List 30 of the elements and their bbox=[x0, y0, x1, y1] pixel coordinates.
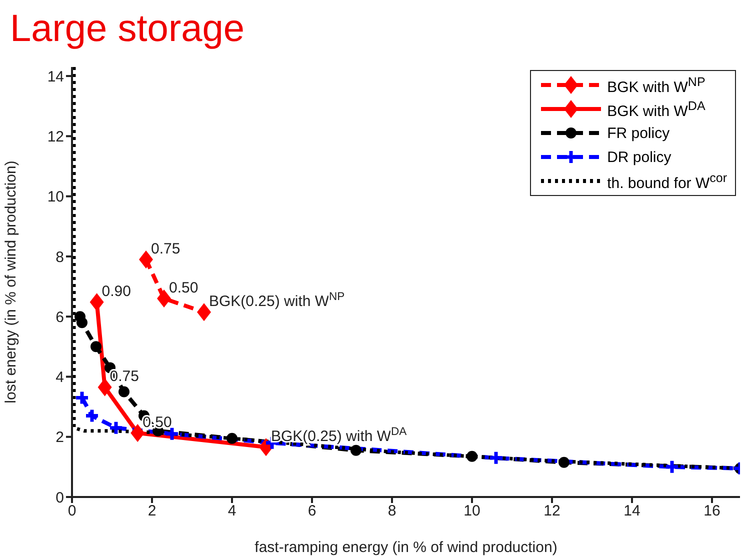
y-tick-label: 12 bbox=[47, 128, 64, 146]
legend-label: DR policy bbox=[607, 148, 672, 166]
x-tick-label: 12 bbox=[544, 502, 560, 520]
y-tick-label: 8 bbox=[56, 248, 64, 266]
x-tick-label: 8 bbox=[388, 502, 396, 520]
x-tick-label: 10 bbox=[464, 502, 480, 520]
annotation: 0.50 bbox=[169, 280, 198, 297]
y-tick-label: 4 bbox=[56, 369, 64, 386]
annotation: 0.90 bbox=[102, 283, 132, 300]
y-tick-label: 2 bbox=[56, 429, 64, 446]
legend-label: BGK with W$^{NP}$ bbox=[607, 74, 706, 96]
x-tick-label: 2 bbox=[148, 502, 156, 520]
chart-title: Large storage bbox=[10, 7, 244, 52]
y-tick-label: 10 bbox=[47, 188, 64, 206]
y-axis-title: lost energy (in % of wind production) bbox=[2, 160, 20, 404]
x-tick-label: 6 bbox=[308, 502, 316, 520]
y-tick-label: 6 bbox=[56, 308, 64, 326]
x-axis-title: fast-ramping energy (in % of wind production) bbox=[254, 539, 558, 556]
annotation: BGK(0.25) with W$^{NP}$ bbox=[209, 291, 345, 310]
legend-label: FR policy bbox=[607, 124, 670, 142]
y-tick-label: 0 bbox=[56, 489, 64, 506]
legend-label: th. bound for W$^{cor}$ bbox=[607, 170, 727, 192]
annotation: BGK(0.25) with W$^{DA}$ bbox=[271, 426, 408, 446]
annotation: 0.75 bbox=[151, 240, 180, 258]
legend-label: BGK with W$^{DA}$ bbox=[607, 98, 706, 120]
x-tick-label: 0 bbox=[68, 502, 76, 520]
x-tick-label: 16 bbox=[704, 502, 720, 520]
x-tick-label: 4 bbox=[228, 502, 236, 520]
x-tick-label: 14 bbox=[624, 502, 640, 520]
y-tick-label: 14 bbox=[47, 68, 64, 86]
